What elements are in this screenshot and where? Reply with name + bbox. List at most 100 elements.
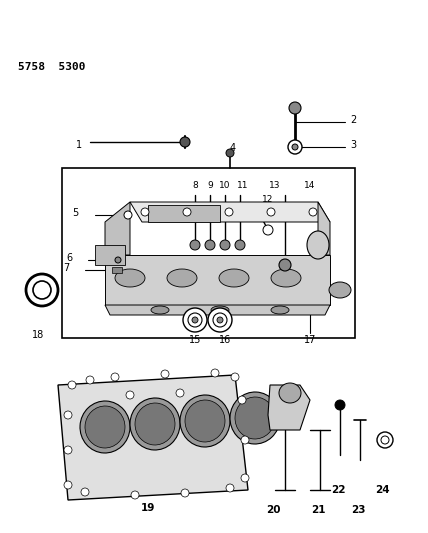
Text: 12: 12 bbox=[262, 196, 273, 205]
Text: 5: 5 bbox=[72, 208, 78, 218]
Text: 18: 18 bbox=[32, 330, 44, 340]
Circle shape bbox=[176, 389, 184, 397]
Polygon shape bbox=[130, 202, 330, 222]
Text: 20: 20 bbox=[266, 505, 280, 515]
Text: 16: 16 bbox=[219, 335, 231, 345]
Circle shape bbox=[238, 396, 246, 404]
Circle shape bbox=[86, 376, 94, 384]
Circle shape bbox=[288, 140, 302, 154]
Ellipse shape bbox=[230, 392, 280, 444]
Text: 6: 6 bbox=[67, 253, 73, 263]
Text: 11: 11 bbox=[237, 181, 249, 190]
Circle shape bbox=[33, 281, 51, 299]
Circle shape bbox=[289, 102, 301, 114]
Text: 15: 15 bbox=[189, 335, 201, 345]
Ellipse shape bbox=[135, 403, 175, 445]
Polygon shape bbox=[58, 375, 248, 500]
Circle shape bbox=[183, 208, 191, 216]
Circle shape bbox=[190, 240, 200, 250]
Circle shape bbox=[131, 491, 139, 499]
Circle shape bbox=[188, 313, 202, 327]
Circle shape bbox=[126, 391, 134, 399]
Circle shape bbox=[292, 144, 298, 150]
Circle shape bbox=[231, 373, 239, 381]
Polygon shape bbox=[95, 245, 125, 265]
Ellipse shape bbox=[180, 395, 230, 447]
Text: 1: 1 bbox=[76, 140, 82, 150]
Text: 14: 14 bbox=[304, 181, 316, 190]
Ellipse shape bbox=[307, 231, 329, 259]
Ellipse shape bbox=[279, 383, 301, 403]
Text: 9: 9 bbox=[207, 181, 213, 190]
Circle shape bbox=[217, 317, 223, 323]
Circle shape bbox=[335, 400, 345, 410]
Text: 4: 4 bbox=[230, 143, 236, 153]
Polygon shape bbox=[105, 255, 330, 305]
Circle shape bbox=[213, 313, 227, 327]
Ellipse shape bbox=[130, 398, 180, 450]
Circle shape bbox=[68, 381, 76, 389]
Circle shape bbox=[309, 208, 317, 216]
Text: 21: 21 bbox=[311, 505, 325, 515]
Circle shape bbox=[124, 211, 132, 219]
Ellipse shape bbox=[211, 306, 229, 314]
Polygon shape bbox=[105, 202, 130, 255]
Text: 8: 8 bbox=[192, 181, 198, 190]
Ellipse shape bbox=[271, 269, 301, 287]
Polygon shape bbox=[148, 205, 220, 222]
Circle shape bbox=[64, 411, 72, 419]
Circle shape bbox=[141, 208, 149, 216]
Polygon shape bbox=[318, 202, 330, 255]
Circle shape bbox=[115, 257, 121, 263]
Ellipse shape bbox=[329, 282, 351, 298]
Ellipse shape bbox=[271, 306, 289, 314]
Circle shape bbox=[64, 446, 72, 454]
Bar bbox=[112, 267, 122, 273]
Circle shape bbox=[381, 436, 389, 444]
Circle shape bbox=[241, 436, 249, 444]
Polygon shape bbox=[105, 305, 330, 315]
Circle shape bbox=[81, 488, 89, 496]
Ellipse shape bbox=[115, 269, 145, 287]
Ellipse shape bbox=[167, 269, 197, 287]
Circle shape bbox=[220, 240, 230, 250]
Ellipse shape bbox=[235, 397, 275, 439]
Ellipse shape bbox=[185, 400, 225, 442]
Circle shape bbox=[226, 149, 234, 157]
Text: 3: 3 bbox=[350, 140, 356, 150]
Text: 23: 23 bbox=[351, 505, 365, 515]
Circle shape bbox=[161, 370, 169, 378]
Circle shape bbox=[279, 259, 291, 271]
Text: 24: 24 bbox=[374, 485, 389, 495]
Circle shape bbox=[235, 240, 245, 250]
Circle shape bbox=[205, 240, 215, 250]
Circle shape bbox=[64, 481, 72, 489]
Circle shape bbox=[180, 137, 190, 147]
Circle shape bbox=[263, 225, 273, 235]
Circle shape bbox=[377, 432, 393, 448]
Circle shape bbox=[181, 489, 189, 497]
Text: 17: 17 bbox=[304, 335, 316, 345]
Text: 22: 22 bbox=[331, 485, 345, 495]
Circle shape bbox=[267, 208, 275, 216]
Text: 5758  5300: 5758 5300 bbox=[18, 62, 86, 72]
Ellipse shape bbox=[151, 306, 169, 314]
Circle shape bbox=[241, 474, 249, 482]
Circle shape bbox=[192, 317, 198, 323]
Circle shape bbox=[208, 308, 232, 332]
Text: 10: 10 bbox=[219, 181, 231, 190]
Bar bbox=[62, 168, 355, 338]
Circle shape bbox=[26, 274, 58, 306]
Ellipse shape bbox=[80, 401, 130, 453]
Polygon shape bbox=[268, 385, 310, 430]
Circle shape bbox=[111, 373, 119, 381]
Circle shape bbox=[183, 308, 207, 332]
Text: 13: 13 bbox=[269, 181, 281, 190]
Ellipse shape bbox=[85, 406, 125, 448]
Ellipse shape bbox=[219, 269, 249, 287]
Text: 19: 19 bbox=[141, 503, 155, 513]
Circle shape bbox=[225, 208, 233, 216]
Text: 7: 7 bbox=[63, 263, 69, 273]
Circle shape bbox=[226, 484, 234, 492]
Circle shape bbox=[211, 369, 219, 377]
